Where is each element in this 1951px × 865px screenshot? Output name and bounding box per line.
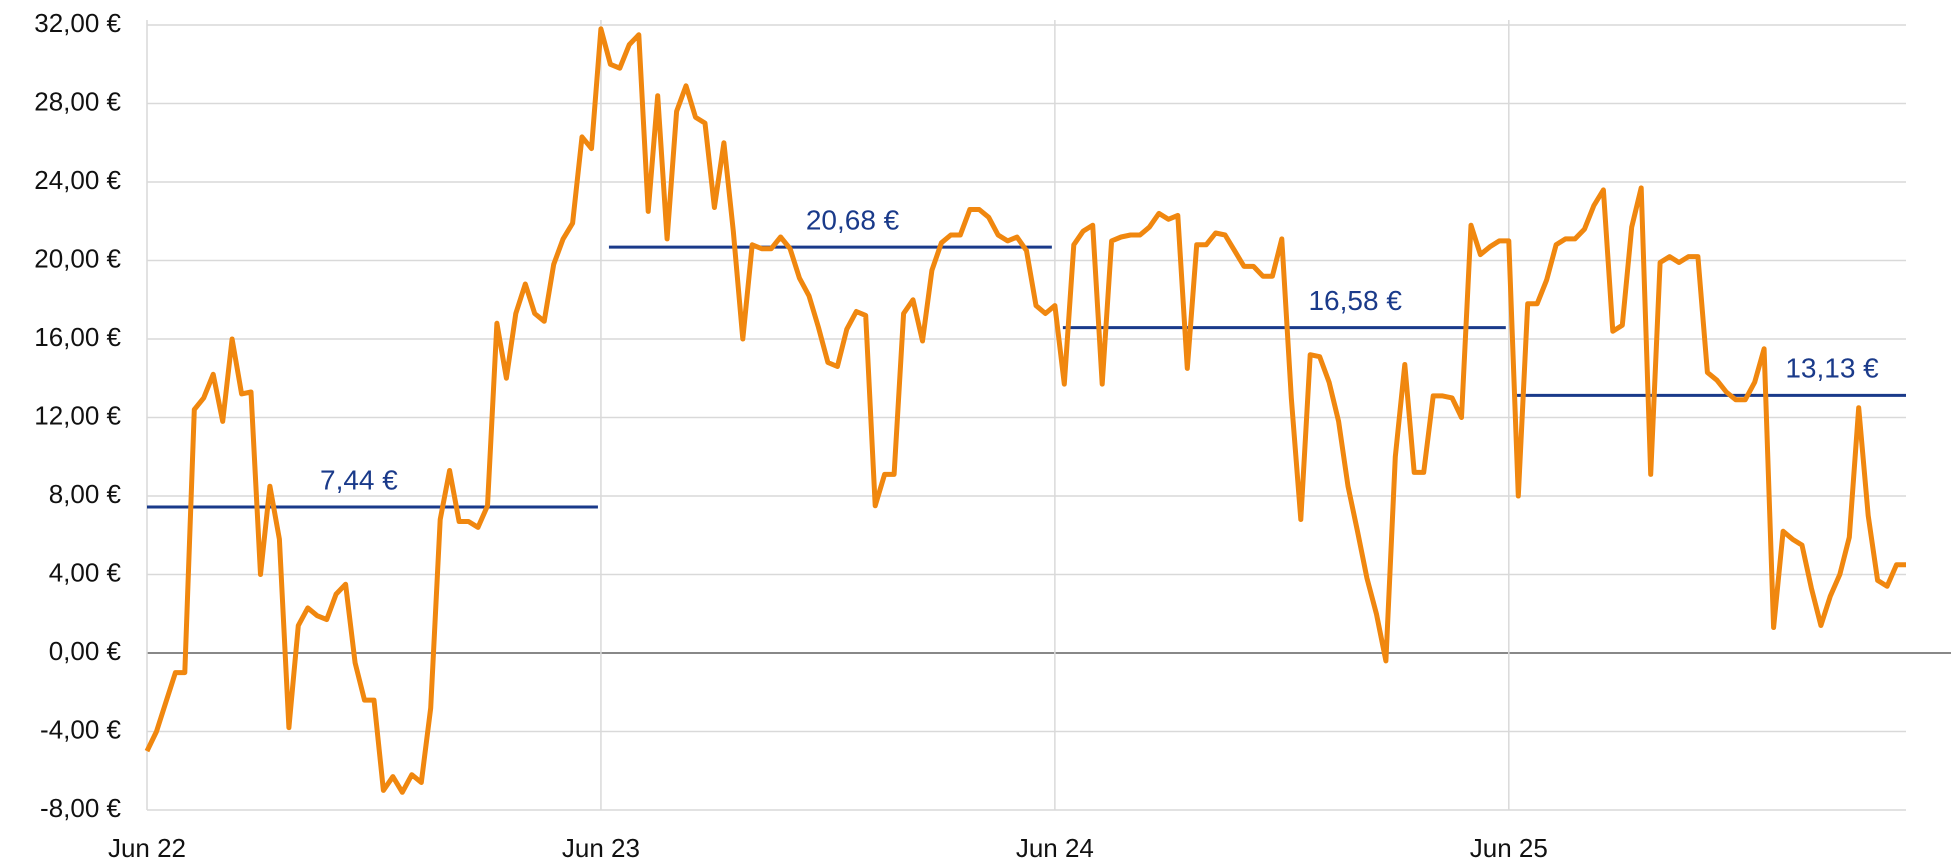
y-tick-label: 16,00 € (34, 322, 121, 352)
average-label: 16,58 € (1308, 285, 1402, 316)
price-line (144, 26, 1906, 795)
y-tick-label: -8,00 € (40, 793, 121, 823)
x-tick-label: Jun 24 (1016, 833, 1094, 863)
y-tick-label: 20,00 € (34, 243, 121, 273)
x-tick-label: Jun 22 (108, 833, 186, 863)
y-tick-label: 8,00 € (49, 479, 122, 509)
average-label: 20,68 € (806, 205, 900, 236)
y-tick-label: 32,00 € (34, 8, 121, 38)
y-tick-label: 24,00 € (34, 165, 121, 195)
y-tick-label: 0,00 € (49, 636, 122, 666)
y-tick-label: 4,00 € (49, 557, 122, 587)
y-tick-label: -4,00 € (40, 714, 121, 744)
y-tick-label: 12,00 € (34, 400, 121, 430)
x-tick-label: Jun 25 (1470, 833, 1548, 863)
average-label: 7,44 € (320, 464, 398, 495)
average-label: 13,13 € (1785, 353, 1879, 384)
y-tick-label: 28,00 € (34, 86, 121, 116)
x-tick-label: Jun 23 (562, 833, 640, 863)
